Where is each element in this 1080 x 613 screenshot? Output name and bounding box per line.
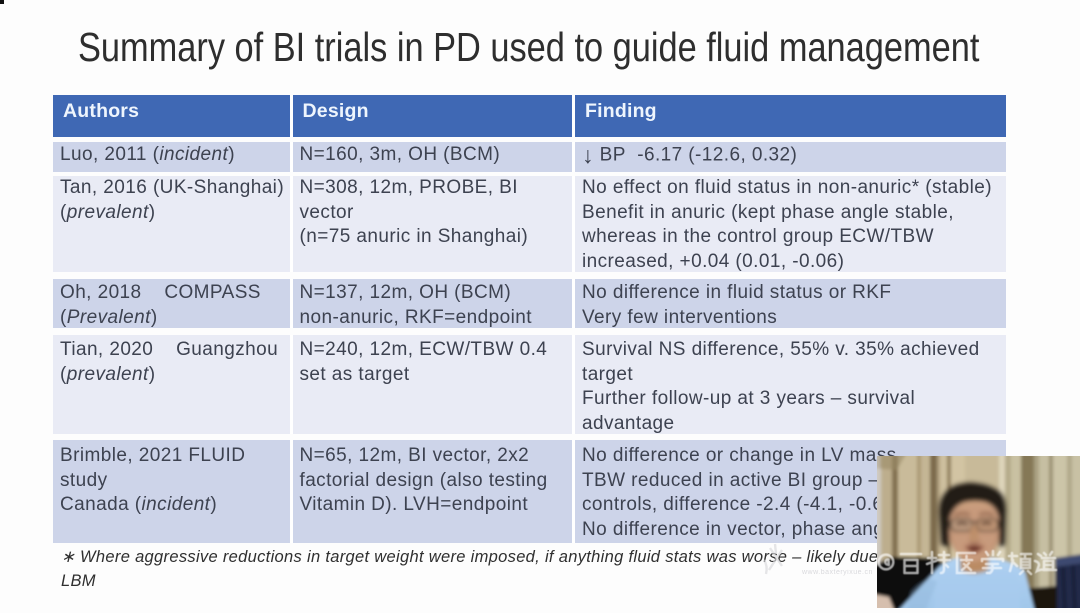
svg-text:www.baxteryixue.cn: www.baxteryixue.cn — [801, 569, 873, 576]
